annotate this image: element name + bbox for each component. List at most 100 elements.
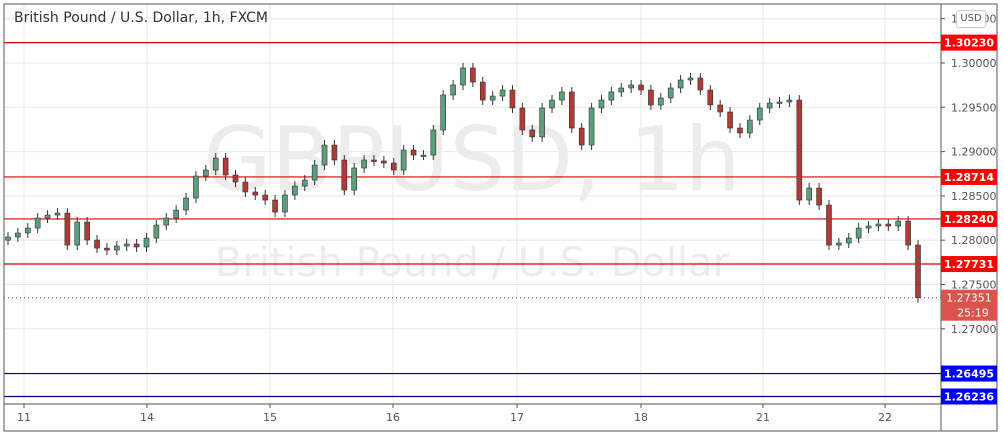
time-tick-label: 22 [878, 411, 892, 424]
watermark-description: British Pound / U.S. Dollar [215, 240, 730, 286]
candle-up [628, 84, 634, 89]
candle-up [776, 101, 783, 104]
candle-up [756, 107, 763, 121]
price-tick-label: 1.27000 [951, 323, 997, 336]
time-tick-label: 14 [140, 411, 154, 424]
candle-up [400, 149, 407, 171]
price-tick-label: 1.27500 [951, 279, 997, 292]
candle-up [212, 157, 219, 171]
candle-up [430, 129, 437, 156]
candle-down [707, 89, 714, 106]
candle-up [865, 225, 872, 229]
candle-down [638, 84, 644, 91]
currency-button[interactable]: USD [956, 10, 986, 28]
resistance-price-label: 1.30230 [944, 37, 994, 50]
candle-up [489, 95, 496, 101]
candle-up [54, 212, 61, 216]
candle-up [845, 237, 852, 244]
candle-up [74, 221, 81, 246]
candle-down [826, 204, 832, 246]
candle-up [163, 217, 170, 226]
candle-down [717, 104, 723, 113]
candle-up [143, 237, 150, 248]
candle-up [292, 185, 298, 196]
candle-up [321, 144, 328, 166]
bar-countdown: 25:19 [957, 307, 989, 320]
candle-up [351, 167, 357, 191]
candle-down [242, 181, 249, 193]
candle-down [727, 111, 733, 129]
candle-down [262, 194, 268, 201]
candle-down [569, 91, 575, 129]
resistance-price-label-bg [941, 168, 997, 185]
candle-up [667, 87, 674, 99]
candle-down [133, 243, 140, 248]
candle-up [173, 209, 179, 219]
candle-up [183, 197, 189, 211]
candle-down [104, 247, 110, 251]
candle-up [549, 99, 555, 109]
candle-up [875, 223, 882, 227]
time-tick-label: 11 [17, 411, 31, 424]
candle-up [806, 187, 812, 201]
candle-up [677, 79, 684, 89]
price-tick-label: 1.28000 [951, 234, 997, 247]
candle-up [588, 107, 595, 146]
candle-up [598, 99, 605, 109]
support-price-label: 1.26236 [944, 390, 994, 403]
price-tick-label: 1.30000 [951, 57, 997, 70]
candle-up [450, 84, 456, 96]
candle-up [786, 99, 793, 103]
support-price-label-bg [941, 365, 997, 382]
candle-down [371, 159, 377, 162]
candle-down [796, 99, 803, 201]
candle-up [311, 164, 318, 181]
candle-up [499, 89, 506, 97]
candle-up [460, 67, 466, 86]
candle-up [855, 227, 862, 239]
candle-down [470, 67, 476, 83]
candle-down [272, 199, 278, 213]
candle-up [559, 91, 565, 101]
candle-up [301, 179, 308, 187]
last-price-label-bg [941, 289, 997, 321]
candle-up [361, 159, 367, 169]
time-tick-label: 21 [756, 411, 770, 424]
candle-down [479, 81, 486, 101]
candle-up [766, 102, 773, 109]
candle-up [153, 224, 160, 239]
candle-up [34, 217, 41, 229]
candle-down [331, 144, 338, 161]
candle-down [84, 221, 90, 241]
resistance-price-label-bg [941, 256, 997, 273]
candle-up [24, 227, 31, 234]
candle-down [509, 89, 516, 109]
candle-up [193, 175, 199, 199]
candle-down [252, 191, 259, 196]
candle-up [114, 245, 120, 251]
candle-down [410, 149, 417, 156]
candle-down [94, 239, 100, 249]
candle-down [697, 77, 704, 91]
resistance-price-label: 1.27731 [944, 258, 994, 271]
candle-up [203, 169, 209, 177]
candle-down [381, 160, 387, 164]
chart-title: British Pound / U.S. Dollar, 1h, FXCM [14, 10, 269, 26]
time-tick-label: 15 [263, 411, 277, 424]
candle-down [915, 244, 921, 299]
candle-up [836, 242, 842, 246]
candle-down [232, 174, 239, 183]
price-tick-label: 1.29500 [951, 101, 997, 114]
time-tick-label: 18 [634, 411, 648, 424]
candle-up [658, 97, 664, 106]
candle-down [64, 212, 71, 246]
last-price-label: 1.27351 [946, 292, 992, 305]
candle-up [539, 107, 545, 138]
candle-down [816, 187, 822, 206]
candle-up [687, 77, 694, 81]
time-tick-label: 17 [510, 411, 524, 424]
candle-down [529, 129, 536, 138]
candle-down [390, 162, 397, 171]
candle-up [282, 194, 288, 213]
